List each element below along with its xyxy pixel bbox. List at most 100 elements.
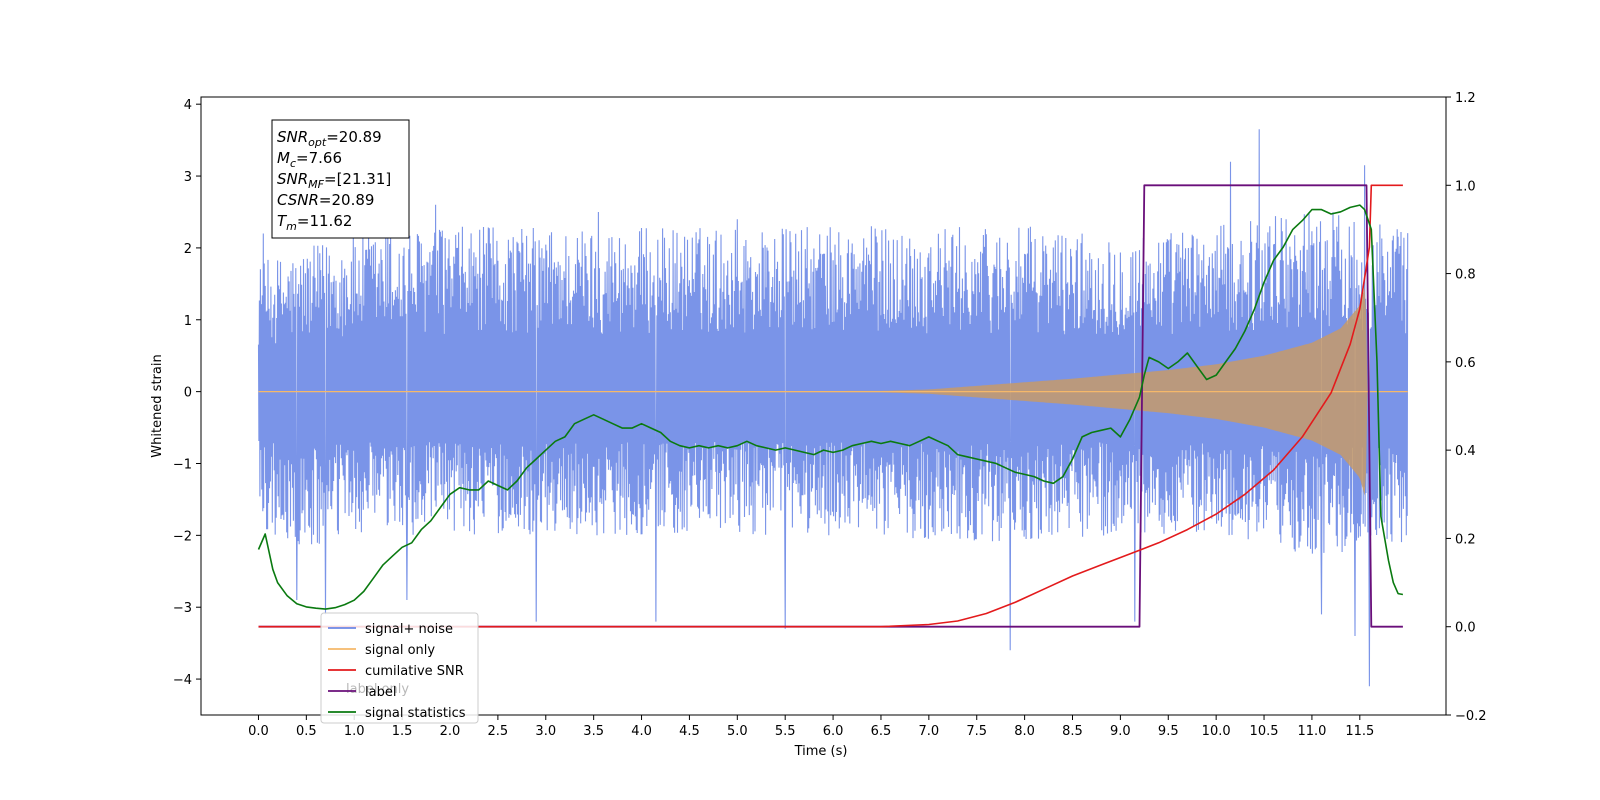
y-tick: 4 xyxy=(184,98,201,113)
y-tick: 1 xyxy=(184,314,201,329)
series-layer xyxy=(257,129,1409,687)
x-tick-label: 8.5 xyxy=(1062,724,1083,739)
y2-axis-ticks: 1.2 1.0 0.8 0.6 0.4 0.2 0.0 −0.2 xyxy=(1446,91,1487,724)
y2-tick-label: 0.6 xyxy=(1455,356,1476,371)
y2-tick: 0.8 xyxy=(1446,268,1476,283)
x-tick: 4.5 xyxy=(679,715,700,739)
x-tick-label: 11.0 xyxy=(1297,724,1326,739)
x-tick: 9.5 xyxy=(1158,715,1179,739)
y2-tick: −0.2 xyxy=(1446,709,1487,724)
x-axis-ticks: 0.0 0.5 1.0 1.5 2.0 2.5 3.0 3.5 4.0 4.5 5.0 5.5 6.0 6… xyxy=(248,715,1374,739)
x-tick: 7.5 xyxy=(966,715,987,739)
legend-label: label xyxy=(365,685,396,700)
x-tick-label: 7.0 xyxy=(919,724,940,739)
y2-tick-label: 0.4 xyxy=(1455,444,1476,459)
y2-tick-label: 1.2 xyxy=(1455,91,1476,106)
y2-tick-label: 1.0 xyxy=(1455,179,1476,194)
x-tick-label: 2.5 xyxy=(488,724,509,739)
x-tick-label: 4.0 xyxy=(631,724,652,739)
y2-tick-label: 0.8 xyxy=(1455,268,1476,283)
y-tick-label: 4 xyxy=(184,98,192,113)
y2-tick: 0.2 xyxy=(1446,532,1476,547)
y-tick: 0 xyxy=(184,386,201,401)
y-tick: −4 xyxy=(173,673,201,688)
x-tick: 11.5 xyxy=(1345,715,1374,739)
x-tick: 9.0 xyxy=(1110,715,1131,739)
y-tick: −3 xyxy=(173,601,201,616)
x-tick-label: 3.5 xyxy=(583,724,604,739)
x-tick-label: 9.0 xyxy=(1110,724,1131,739)
legend-label: signal statistics xyxy=(365,706,466,721)
x-tick-label: 9.5 xyxy=(1158,724,1179,739)
x-tick-label: 8.0 xyxy=(1014,724,1035,739)
x-tick: 6.0 xyxy=(823,715,844,739)
info-box-line: SNRMF=[21.31] xyxy=(277,170,391,191)
x-tick-label: 6.0 xyxy=(823,724,844,739)
x-tick: 0.0 xyxy=(248,715,269,739)
info-box-line: Tm=11.62 xyxy=(277,212,352,233)
y-tick: 3 xyxy=(184,170,201,185)
legend-hidden-text: label only xyxy=(346,682,409,697)
series-signal-statistics xyxy=(257,204,1404,610)
x-tick: 5.5 xyxy=(775,715,796,739)
info-box: SNRopt=20.89Mc=7.66SNRMF=[21.31]CSNR=20.… xyxy=(271,119,410,239)
legend-label: signal only xyxy=(365,643,435,658)
y-tick-label: 1 xyxy=(184,314,192,329)
y-axis-ticks: 4 3 2 1 0 −1 −2 −3 −4 xyxy=(173,98,201,688)
y-tick-label: −4 xyxy=(173,673,192,688)
x-tick: 7.0 xyxy=(919,715,940,739)
x-tick-label: 10.0 xyxy=(1202,724,1231,739)
y2-tick-label: 0.2 xyxy=(1455,532,1476,547)
x-axis-label: Time (s) xyxy=(794,744,848,759)
series-cumulative-snr xyxy=(258,184,1403,628)
x-tick-label: 10.5 xyxy=(1250,724,1279,739)
y-tick-label: 3 xyxy=(184,170,192,185)
legend-label: cumilative SNR xyxy=(365,664,464,679)
y-tick: −2 xyxy=(173,529,201,544)
x-tick: 8.5 xyxy=(1062,715,1083,739)
series-label xyxy=(258,184,1403,628)
y-tick-label: −1 xyxy=(173,457,192,472)
x-tick: 2.5 xyxy=(488,715,509,739)
info-box-frame xyxy=(271,119,410,239)
y2-tick-label: 0.0 xyxy=(1455,621,1476,636)
legend: label only signal+ noise signal only cumila… xyxy=(320,612,479,724)
legend-frame xyxy=(320,612,479,724)
info-box-line: SNRopt=20.89 xyxy=(277,128,382,149)
x-tick: 5.0 xyxy=(727,715,748,739)
x-tick: 3.5 xyxy=(583,715,604,739)
x-tick: 4.0 xyxy=(631,715,652,739)
x-tick-label: 1.5 xyxy=(392,724,413,739)
legend-label: signal+ noise xyxy=(365,622,453,637)
x-tick-label: 1.0 xyxy=(344,724,365,739)
y-axis-label: Whitened strain xyxy=(150,354,165,457)
info-box-line: Mc=7.66 xyxy=(277,149,342,170)
plot-frame xyxy=(200,96,1447,716)
x-tick-label: 6.5 xyxy=(871,724,892,739)
info-box-line: CSNR=20.89 xyxy=(277,191,374,209)
x-tick: 10.5 xyxy=(1250,715,1279,739)
y2-tick: 1.0 xyxy=(1446,179,1476,194)
y-tick-label: −3 xyxy=(173,601,192,616)
x-tick-label: 0.5 xyxy=(296,724,317,739)
y2-tick: 1.2 xyxy=(1446,91,1476,106)
y-tick: −1 xyxy=(173,457,201,472)
x-tick-label: 3.0 xyxy=(535,724,556,739)
x-tick: 6.5 xyxy=(871,715,892,739)
x-tick-label: 7.5 xyxy=(966,724,987,739)
y-tick: 2 xyxy=(184,242,201,257)
x-tick: 3.0 xyxy=(535,715,556,739)
x-tick-label: 0.0 xyxy=(248,724,269,739)
y-tick-label: 0 xyxy=(184,386,192,401)
legend-entry: signal statistics xyxy=(328,706,466,721)
y2-tick: 0.6 xyxy=(1446,356,1476,371)
y2-tick-label: −0.2 xyxy=(1455,709,1487,724)
series-signal-noise xyxy=(257,129,1409,687)
legend-entry: signal+ noise xyxy=(328,622,453,637)
y2-tick: 0.4 xyxy=(1446,444,1476,459)
y-tick-label: −2 xyxy=(173,529,192,544)
legend-entry: cumilative SNR xyxy=(328,664,464,679)
x-tick: 0.5 xyxy=(296,715,317,739)
y-tick-label: 2 xyxy=(184,242,192,257)
